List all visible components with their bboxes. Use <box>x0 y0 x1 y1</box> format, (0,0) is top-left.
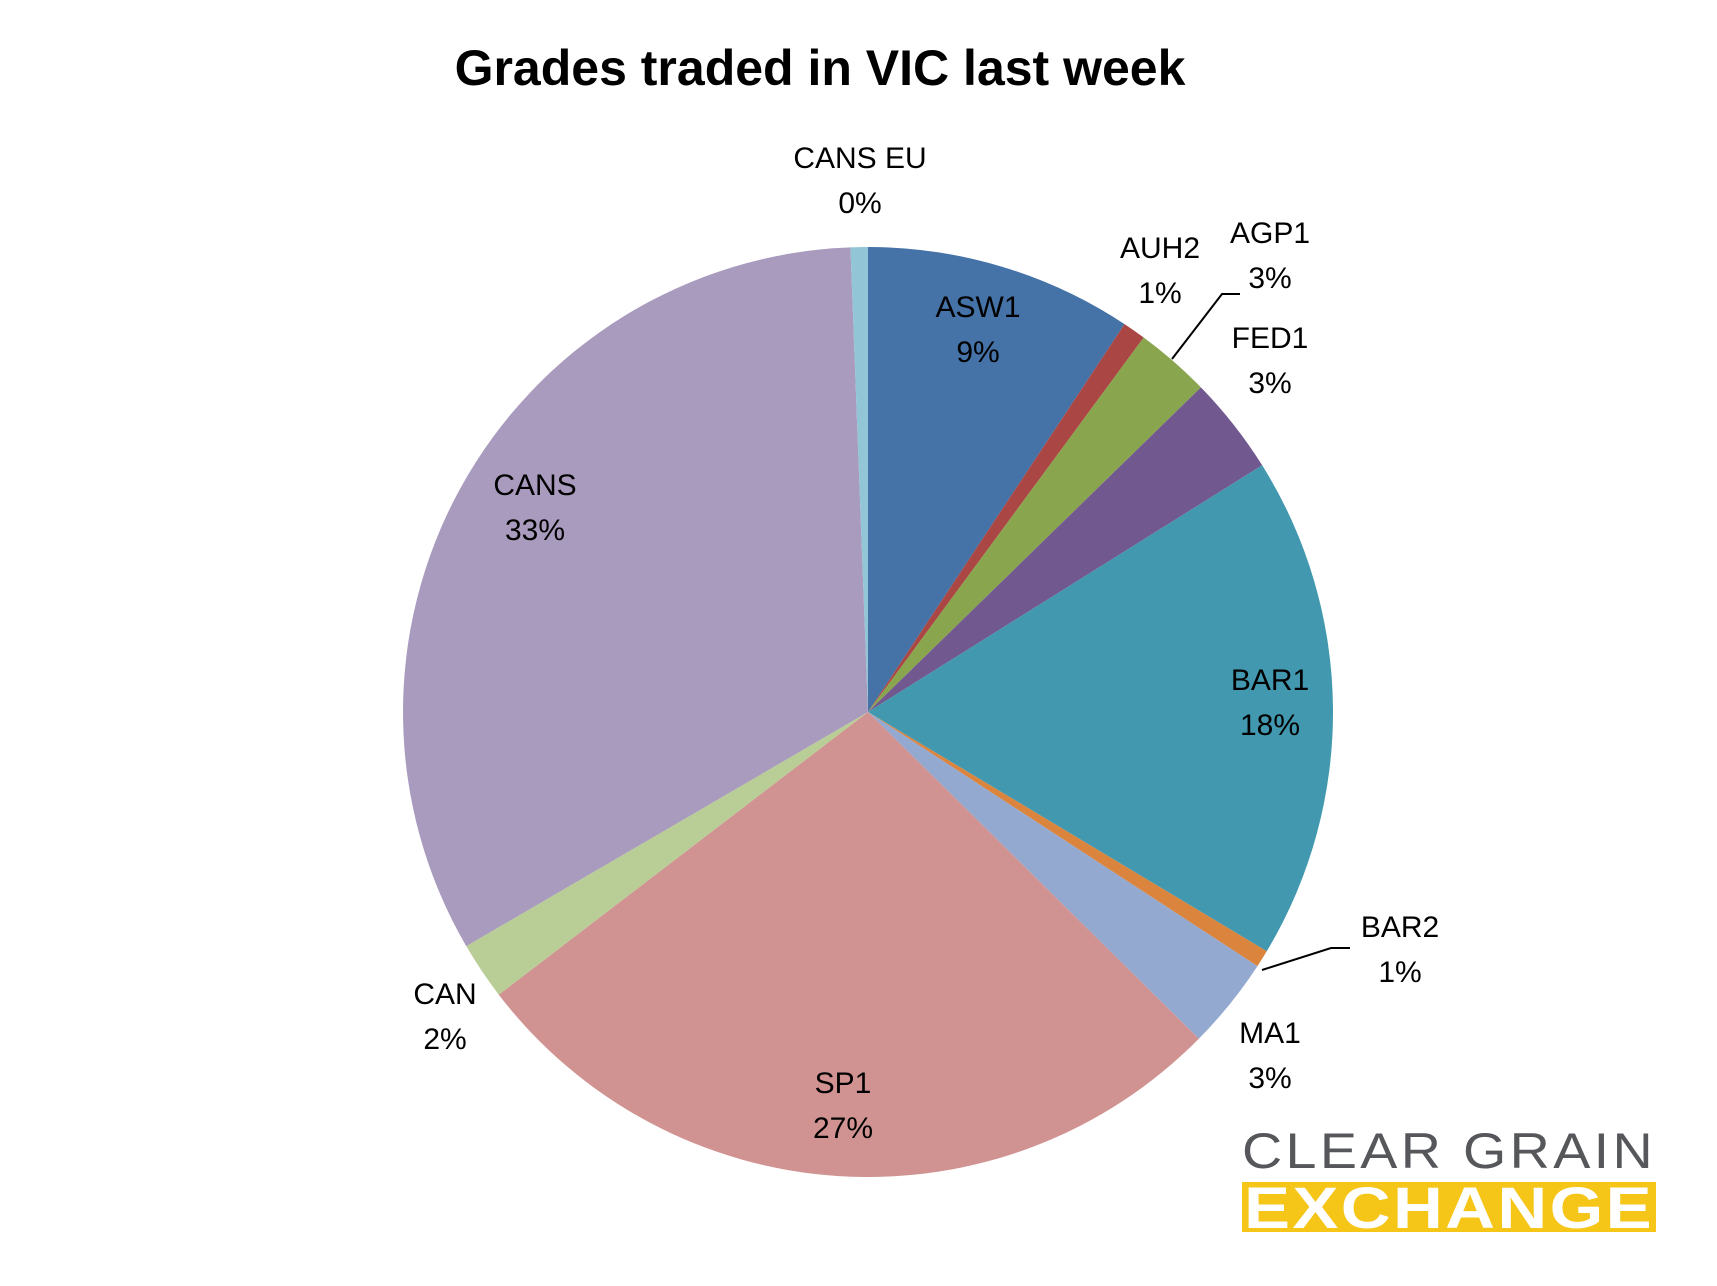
pie-slice-auh2 <box>868 324 1144 712</box>
leader-lines <box>1171 293 1350 971</box>
pie-slice-sp1 <box>498 712 1199 1178</box>
pie-slice-agp1 <box>868 337 1201 712</box>
logo-line2: EXCHANGE <box>1244 1176 1654 1241</box>
data-labels: ASW1 9% AUH2 1% AGP1 3% FED1 3% BAR1 18% BAR2 1% MA1… <box>413 142 1439 1145</box>
pie-slice-asw1 <box>868 247 1125 712</box>
data-label-bar1: BAR1 18% <box>1231 664 1309 742</box>
clear-grain-exchange-logo: CLEAR GRAIN EXCHANGE <box>1242 1123 1656 1241</box>
data-label-asw1: ASW1 9% <box>935 291 1020 369</box>
pie-slice-cans-eu <box>850 247 868 712</box>
data-label-cans: CANS 33% <box>493 469 576 547</box>
data-label-agp1: AGP1 3% <box>1230 217 1310 295</box>
pie-slice-bar2 <box>868 712 1267 967</box>
pie-slice-fed1 <box>868 387 1263 712</box>
logo-accent-band <box>1242 1182 1656 1232</box>
data-label-sp1: SP1 27% <box>813 1067 873 1145</box>
leader-line-agp1 <box>1171 293 1240 360</box>
data-label-ma1: MA1 3% <box>1239 1017 1301 1095</box>
data-label-cans-eu: CANS EU 0% <box>793 142 926 220</box>
pie-slice-cans <box>403 247 868 947</box>
data-label-auh2: AUH2 1% <box>1120 232 1200 310</box>
leader-line-bar2 <box>1261 947 1350 971</box>
data-label-bar2: BAR2 1% <box>1361 911 1439 989</box>
chart-title: Grades traded in VIC last week <box>455 40 1186 96</box>
pie-slice-can <box>466 712 868 995</box>
data-label-can: CAN 2% <box>413 978 476 1056</box>
logo-line1: CLEAR GRAIN <box>1242 1123 1656 1179</box>
data-label-fed1: FED1 3% <box>1232 322 1309 400</box>
pie-slice-ma1 <box>868 712 1258 1039</box>
pie-slice-bar1 <box>868 465 1333 952</box>
pie-slices <box>403 247 1333 1178</box>
